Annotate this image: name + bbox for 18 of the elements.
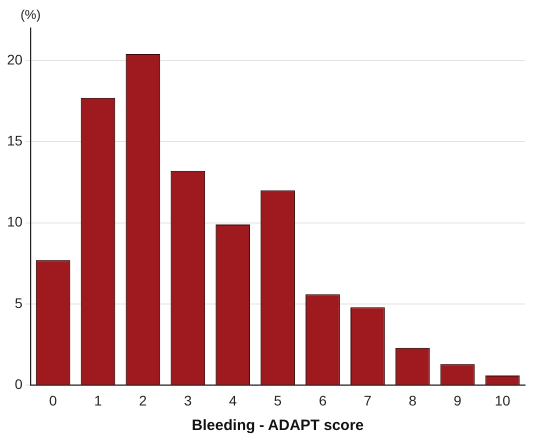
x-tick-label: 5 [274, 392, 282, 408]
x-tick-label: 9 [454, 392, 462, 408]
x-tick-label: 7 [364, 392, 372, 408]
x-tick-label: 4 [228, 392, 237, 408]
y-tick-label: 20 [6, 51, 23, 68]
x-tick-label: 2 [139, 392, 148, 408]
x-tick-label: 10 [494, 392, 511, 408]
y-tick-label: 15 [6, 132, 23, 149]
x-tick-label: 8 [408, 392, 417, 408]
x-tick-label: 0 [49, 392, 58, 408]
x-tick-label: 6 [318, 392, 327, 408]
y-tick-label: 5 [14, 294, 23, 311]
x-axis-title: Bleeding - ADAPT score [192, 417, 364, 434]
x-tick-label: 3 [184, 392, 192, 408]
y-tick-label: 10 [6, 214, 23, 230]
y-axis-title: (%) [20, 7, 41, 22]
x-tick-label: 1 [94, 392, 102, 408]
y-tick-label: 0 [14, 376, 23, 392]
